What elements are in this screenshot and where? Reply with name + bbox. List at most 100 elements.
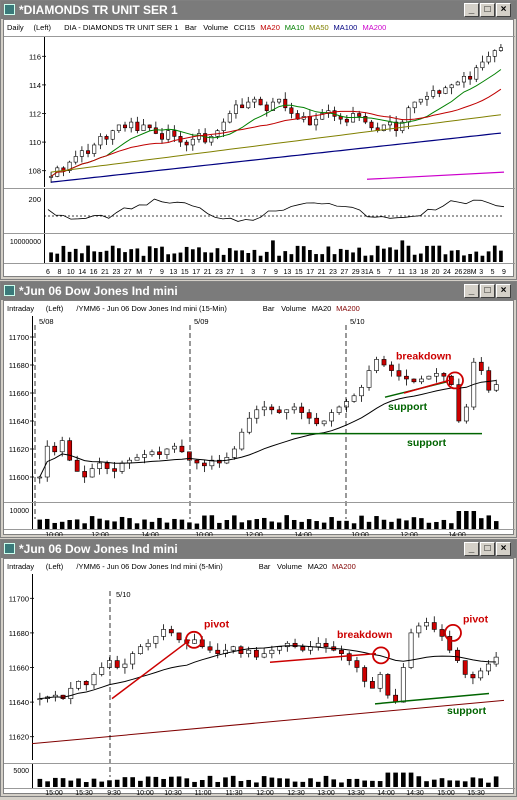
volume-bar (262, 517, 267, 529)
maximize-icon[interactable]: □ (480, 3, 495, 17)
minimize-icon[interactable]: _ (464, 3, 479, 17)
price-bar (366, 370, 372, 388)
volume-bar (486, 251, 491, 262)
daily-chart-svg[interactable]: Daily (Left) DIA - DIAMONDS TR UNIT SER 1 B… (4, 20, 515, 278)
price-bar (99, 667, 105, 675)
volume-bar (192, 781, 197, 787)
maximize-icon[interactable]: □ (480, 542, 495, 556)
x-tick-label: 16 (90, 269, 98, 276)
volume-bar (224, 520, 230, 529)
intraday-5min-svg[interactable]: Intraday (Left) /YMM6 - Jun 06 Dow Jones I… (4, 559, 515, 797)
close-icon[interactable]: × (496, 284, 511, 298)
chart-header: Intraday (Left) /YMM6 - Jun 06 Dow Jones I… (7, 562, 356, 571)
volume-bar (369, 255, 374, 262)
price-bar (339, 649, 344, 654)
volume-bar (314, 254, 318, 262)
volume-bar (49, 252, 53, 262)
intraday-5min-window[interactable]: *Jun 06 Dow Jones Ind mini _ □ × Intrada… (0, 539, 517, 797)
x-axis: 10:00 12:00 14:00 10:00 12:00 14:00 10:00 12:00… (45, 532, 466, 539)
price-bar (145, 642, 151, 648)
price-bar (498, 47, 503, 51)
header-label: Daily (7, 23, 24, 32)
price-bar (493, 384, 499, 391)
volume-bar (215, 248, 220, 262)
volume-bar (161, 778, 166, 787)
volume-bar (344, 520, 349, 529)
volume-bar (138, 780, 143, 787)
intraday-15min-svg[interactable]: Intraday (Left) /YMM6 - Jun 06 Dow Jones I… (4, 301, 515, 539)
volume-bar (480, 255, 485, 262)
x-tick-label: 10:00 (136, 790, 154, 795)
volume-bar (207, 775, 213, 787)
minimize-icon[interactable]: _ (464, 542, 479, 556)
chart-body[interactable]: Intraday (Left) /YMM6 - Jun 06 Dow Jones I… (3, 558, 515, 797)
price-bar (92, 144, 97, 154)
x-tick-label: 7 (388, 269, 392, 276)
x-tick-label: 3 (479, 269, 483, 276)
price-bar (463, 406, 469, 422)
x-tick-label: 29 (352, 269, 360, 276)
price-bar (418, 98, 423, 103)
minimize-icon[interactable]: _ (464, 284, 479, 298)
volume-bar (486, 782, 491, 787)
x-tick-label: 11 (398, 269, 405, 276)
price-bar (400, 121, 405, 131)
window-titlebar[interactable]: *DIAMONDS TR UNIT SER 1 _ □ × (1, 1, 516, 19)
price-bar (443, 87, 448, 94)
pane-divider (4, 188, 515, 189)
ma20-line (50, 88, 502, 177)
window-titlebar[interactable]: *Jun 06 Dow Jones Ind mini _ □ × (1, 282, 516, 300)
price-bar (49, 176, 54, 178)
pane-divider (4, 788, 515, 789)
price-bar (264, 104, 269, 111)
price-bar (161, 629, 167, 637)
chart-body[interactable]: Daily (Left) DIA - DIAMONDS TR UNIT SER 1 B… (3, 19, 515, 278)
volume-bar (76, 778, 81, 787)
price-bar (215, 649, 221, 654)
maximize-icon[interactable]: □ (480, 284, 495, 298)
window-titlebar[interactable]: *Jun 06 Dow Jones Ind mini _ □ × (1, 540, 516, 558)
x-tick-label: 12:30 (287, 790, 305, 795)
price-bar (67, 161, 72, 171)
volume-bar (68, 780, 74, 787)
volume-bar (203, 252, 207, 262)
daily-chart-window[interactable]: *DIAMONDS TR UNIT SER 1 _ □ × Daily (Left… (0, 0, 517, 280)
price-bar (344, 118, 349, 123)
price-bar (321, 420, 327, 425)
volume-bar (412, 254, 417, 262)
x-tick-label: 10:00 (45, 532, 63, 536)
x-tick-label: 14:00 (448, 532, 466, 536)
x-tick-label: 6 (46, 269, 50, 276)
ma20-line (39, 380, 497, 478)
x-tick-label: 14:00 (141, 532, 159, 536)
trend-line (111, 639, 191, 700)
price-bar (130, 653, 136, 665)
study-legend-label: MA200 (336, 304, 360, 313)
support-line (374, 692, 490, 705)
price-bar (315, 642, 321, 648)
price-bar (300, 646, 306, 651)
header-label: Bar (263, 304, 275, 313)
ma50-line (51, 114, 501, 173)
header-label: (Left) (46, 304, 64, 313)
intraday-15min-window[interactable]: *Jun 06 Dow Jones Ind mini _ □ × Intrada… (0, 281, 517, 539)
volume-bar (169, 776, 174, 787)
volume-bar (227, 248, 232, 262)
price-bar (119, 462, 125, 472)
volume-bar (478, 778, 483, 787)
annotation-support: support (447, 705, 487, 717)
volume-bar (338, 248, 343, 262)
volume-bar (277, 778, 282, 787)
price-bar (412, 101, 417, 109)
breakdown-circle (446, 371, 464, 390)
volume-bar (291, 519, 297, 529)
study-legend-label: MA100 (334, 23, 358, 32)
close-icon[interactable]: × (496, 542, 511, 556)
volume-bar (194, 523, 200, 529)
chart-body[interactable]: Intraday (Left) /YMM6 - Jun 06 Dow Jones I… (3, 300, 515, 539)
close-icon[interactable]: × (496, 3, 511, 17)
annotation-support: support (407, 437, 447, 449)
volume-bar (190, 249, 195, 262)
price-tick-label: 114 (29, 81, 41, 90)
price-bar (388, 121, 392, 126)
